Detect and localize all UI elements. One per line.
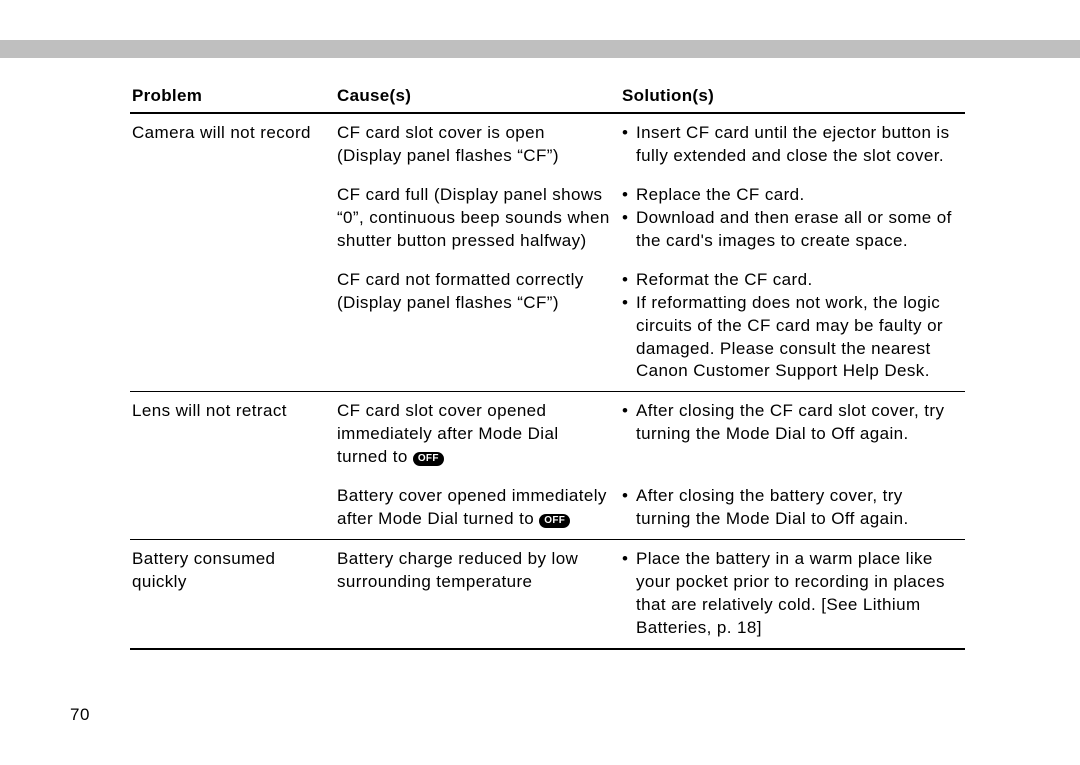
cause-cell: CF card full (Display panel shows “0”, c… <box>335 176 620 261</box>
solution-list: Place the battery in a warm place like y… <box>622 548 957 640</box>
solution-item: After closing the battery cover, try tur… <box>622 485 957 531</box>
table-row: Battery consumed quicklyBattery charge r… <box>130 540 965 649</box>
col-causes: Cause(s) <box>335 82 620 113</box>
solution-cell: After closing the battery cover, try tur… <box>620 477 965 539</box>
cause-cell: Battery cover opened immediately after M… <box>335 477 620 539</box>
manual-page: Problem Cause(s) Solution(s) Camera will… <box>0 0 1080 765</box>
cause-cell: Battery charge reduced by low surroundin… <box>335 540 620 649</box>
troubleshooting-table: Problem Cause(s) Solution(s) Camera will… <box>130 82 965 650</box>
problem-cell: Lens will not retract <box>130 392 335 540</box>
solution-cell: Reformat the CF card.If reformatting doe… <box>620 261 965 392</box>
header-band <box>0 40 1080 58</box>
cause-cell: CF card slot cover opened immediately af… <box>335 392 620 477</box>
solution-item: Insert CF card until the ejector button … <box>622 122 957 168</box>
table-header-row: Problem Cause(s) Solution(s) <box>130 82 965 113</box>
solution-cell: Replace the CF card.Download and then er… <box>620 176 965 261</box>
solution-item: If reformatting does not work, the logic… <box>622 292 957 384</box>
problem-cell: Camera will not record <box>130 113 335 392</box>
solution-list: After closing the battery cover, try tur… <box>622 485 957 531</box>
off-icon: OFF <box>539 514 570 528</box>
table-row: Camera will not recordCF card slot cover… <box>130 113 965 176</box>
solution-cell: After closing the CF card slot cover, tr… <box>620 392 965 477</box>
solution-item: After closing the CF card slot cover, tr… <box>622 400 957 446</box>
table-row: Lens will not retractCF card slot cover … <box>130 392 965 477</box>
solution-item: Download and then erase all or some of t… <box>622 207 957 253</box>
solution-item: Reformat the CF card. <box>622 269 957 292</box>
problem-cell: Battery consumed quickly <box>130 540 335 649</box>
off-icon: OFF <box>413 452 444 466</box>
solution-list: After closing the CF card slot cover, tr… <box>622 400 957 446</box>
cause-cell: CF card not formatted correctly (Display… <box>335 261 620 392</box>
col-solutions: Solution(s) <box>620 82 965 113</box>
page-number: 70 <box>70 705 90 725</box>
solution-list: Reformat the CF card.If reformatting doe… <box>622 269 957 384</box>
troubleshooting-table-wrap: Problem Cause(s) Solution(s) Camera will… <box>130 82 965 650</box>
solution-item: Replace the CF card. <box>622 184 957 207</box>
solution-cell: Insert CF card until the ejector button … <box>620 113 965 176</box>
solution-list: Replace the CF card.Download and then er… <box>622 184 957 253</box>
col-problem: Problem <box>130 82 335 113</box>
table-body: Camera will not recordCF card slot cover… <box>130 113 965 649</box>
solution-item: Place the battery in a warm place like y… <box>622 548 957 640</box>
solution-cell: Place the battery in a warm place like y… <box>620 540 965 649</box>
cause-cell: CF card slot cover is open (Display pane… <box>335 113 620 176</box>
solution-list: Insert CF card until the ejector button … <box>622 122 957 168</box>
